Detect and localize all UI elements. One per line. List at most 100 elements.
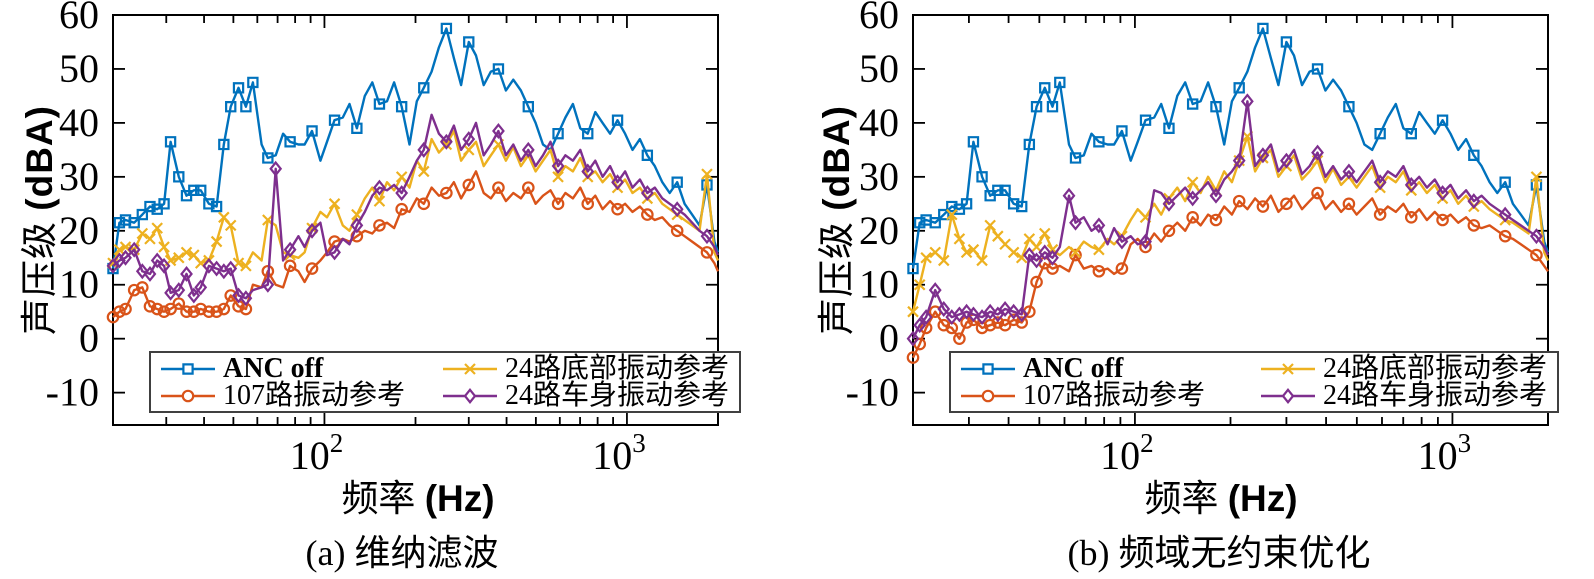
data-marker-square	[1054, 76, 1066, 89]
data-marker-square	[463, 36, 475, 48]
data-marker-square	[225, 101, 237, 113]
data-marker-x	[328, 198, 341, 210]
data-marker-circle	[1404, 211, 1418, 224]
data-marker-square	[492, 63, 505, 75]
data-marker-diamond	[1240, 93, 1254, 110]
data-marker-x	[395, 171, 408, 183]
data-marker-diamond	[919, 309, 933, 326]
legend-swatch-anc-off	[961, 362, 1015, 375]
data-marker-diamond	[172, 282, 186, 299]
data-marker-circle	[1186, 211, 1199, 224]
data-marker-circle	[1030, 275, 1043, 289]
data-marker-x	[984, 219, 996, 232]
data-marker-circle	[417, 197, 431, 211]
data-marker-diamond	[462, 131, 476, 148]
data-marker-square	[262, 152, 274, 164]
data-marker-diamond	[127, 241, 141, 258]
data-marker-circle	[202, 305, 216, 319]
x-tick-label: 103	[1418, 428, 1472, 478]
data-marker-square	[1311, 63, 1324, 75]
data-marker-square	[351, 122, 363, 134]
data-marker-diamond	[395, 185, 409, 201]
y-tick-label: 40	[859, 100, 899, 145]
data-marker-diamond	[417, 141, 431, 158]
data-marker-square	[1405, 127, 1417, 140]
y-tick-label: 20	[859, 208, 899, 253]
data-marker-diamond	[1498, 206, 1512, 223]
data-marker-square	[328, 114, 341, 126]
data-marker-diamond	[1038, 244, 1052, 261]
data-marker-square	[582, 127, 594, 140]
data-marker-square	[218, 138, 230, 151]
data-marker-diamond	[1162, 195, 1176, 212]
x-axis-unit: (Hz)	[424, 478, 495, 519]
data-marker-diamond	[1436, 185, 1449, 201]
y-tick-label: 30	[59, 154, 99, 199]
data-marker-diamond	[1311, 144, 1324, 161]
data-marker-diamond	[492, 123, 505, 139]
data-marker-square	[984, 190, 996, 202]
data-marker-diamond	[143, 265, 157, 282]
data-marker-diamond	[283, 241, 297, 258]
data-marker-square	[210, 200, 223, 213]
data-marker-diamond	[1139, 233, 1152, 250]
data-marker-circle	[440, 186, 453, 200]
data-marker-circle	[906, 351, 920, 364]
legend-swatch-anc-off	[161, 362, 215, 375]
legend-entry-24-bottom-vibration-ref: 24路底部振动参考	[441, 354, 729, 383]
data-marker-diamond	[998, 301, 1012, 317]
data-marker-circle	[1115, 262, 1129, 275]
data-marker-diamond	[700, 228, 714, 245]
y-tick-label: 40	[59, 100, 99, 145]
data-marker-x	[907, 305, 919, 318]
data-marker-square	[1257, 22, 1269, 35]
y-tick-label: 50	[859, 46, 899, 91]
data-marker-diamond	[119, 249, 132, 266]
data-marker-diamond	[967, 306, 980, 323]
data-marker-circle	[187, 305, 201, 319]
data-marker-diamond	[1015, 306, 1029, 323]
data-marker-circle	[670, 224, 684, 238]
data-marker-x	[173, 251, 185, 264]
y-axis-label-text: 声压级	[817, 210, 858, 335]
data-marker-square	[418, 82, 430, 94]
data-marker-square	[1039, 82, 1051, 94]
data-marker-circle	[983, 318, 997, 332]
data-marker-diamond	[261, 276, 275, 293]
data-marker-circle	[395, 202, 408, 216]
data-marker-square	[395, 101, 408, 113]
data-marker-square	[1436, 114, 1449, 126]
data-marker-diamond	[1279, 152, 1293, 169]
legend-entry-anc-off: ANC off	[159, 354, 441, 383]
data-marker-circle	[1007, 313, 1020, 327]
data-marker-circle	[113, 305, 126, 319]
data-marker-square	[1280, 36, 1293, 48]
data-marker-diamond	[1186, 190, 1200, 207]
data-marker-square	[1016, 200, 1028, 213]
y-tick-label: -10	[846, 370, 899, 415]
data-marker-x	[1093, 243, 1105, 256]
data-marker-x	[1007, 246, 1020, 259]
data-marker-circle	[991, 316, 1005, 329]
data-marker-square	[1163, 122, 1175, 134]
data-marker-diamond	[350, 217, 364, 234]
data-marker-square	[1233, 82, 1245, 94]
data-marker-diamond	[439, 133, 453, 150]
legend-swatch-107-vibration-ref	[161, 389, 215, 402]
legend-label-107-vibration-ref: 107路振动参考	[223, 379, 406, 411]
data-marker-diamond	[1092, 217, 1106, 234]
data-marker-circle	[224, 289, 238, 302]
legend-b: ANC off 107路振动参考 24路底部振动参考 24路车身振动参考	[949, 351, 1560, 413]
data-marker-diamond	[640, 185, 654, 201]
data-marker-diamond	[1115, 233, 1129, 250]
data-marker-diamond	[611, 174, 624, 191]
data-marker-circle	[462, 178, 476, 192]
data-marker-diamond	[1062, 187, 1076, 204]
legend-swatch-24-bottom-vibration-ref	[443, 362, 497, 375]
legend-entry-24-body-vibration-ref: 24路车身振动参考	[441, 381, 729, 410]
data-marker-square	[611, 114, 624, 126]
data-marker-circle	[373, 219, 386, 232]
data-marker-x	[462, 144, 475, 156]
data-marker-circle	[210, 305, 223, 319]
chart-panel-a: 60 50 40 30 20 10 0 -10 102 103 声压级 (dBA) 频率 (Hz)…	[19, 0, 742, 573]
